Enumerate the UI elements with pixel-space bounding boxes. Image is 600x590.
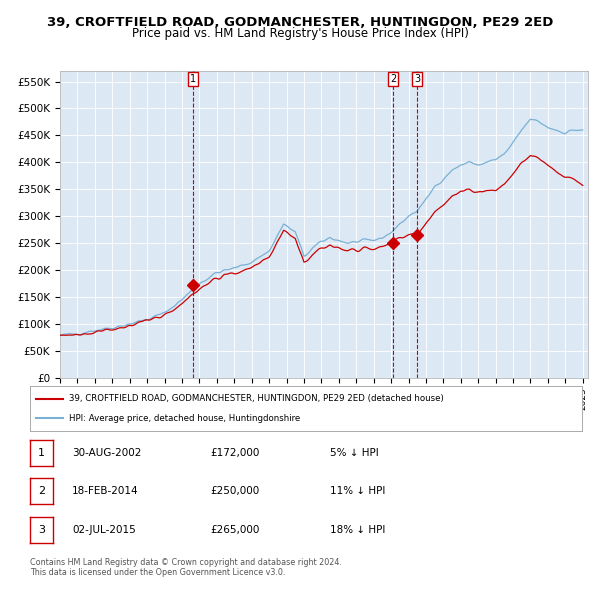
Text: HPI: Average price, detached house, Huntingdonshire: HPI: Average price, detached house, Hunt…: [68, 414, 300, 423]
Text: 39, CROFTFIELD ROAD, GODMANCHESTER, HUNTINGDON, PE29 2ED: 39, CROFTFIELD ROAD, GODMANCHESTER, HUNT…: [47, 16, 553, 29]
Text: 3: 3: [38, 525, 45, 535]
Text: 5% ↓ HPI: 5% ↓ HPI: [330, 448, 379, 458]
Text: 1: 1: [38, 448, 45, 458]
Text: 2: 2: [38, 486, 45, 496]
Text: 1: 1: [190, 74, 197, 84]
Text: £250,000: £250,000: [210, 486, 259, 496]
Text: 11% ↓ HPI: 11% ↓ HPI: [330, 486, 385, 496]
Text: 3: 3: [414, 74, 420, 84]
Text: 39, CROFTFIELD ROAD, GODMANCHESTER, HUNTINGDON, PE29 2ED (detached house): 39, CROFTFIELD ROAD, GODMANCHESTER, HUNT…: [68, 394, 443, 404]
Text: 02-JUL-2015: 02-JUL-2015: [72, 525, 136, 535]
Text: 18-FEB-2014: 18-FEB-2014: [72, 486, 139, 496]
Text: £172,000: £172,000: [210, 448, 259, 458]
Text: 30-AUG-2002: 30-AUG-2002: [72, 448, 142, 458]
Text: £265,000: £265,000: [210, 525, 259, 535]
Text: 18% ↓ HPI: 18% ↓ HPI: [330, 525, 385, 535]
Text: Contains HM Land Registry data © Crown copyright and database right 2024.
This d: Contains HM Land Registry data © Crown c…: [30, 558, 342, 577]
Text: 2: 2: [390, 74, 397, 84]
Text: Price paid vs. HM Land Registry's House Price Index (HPI): Price paid vs. HM Land Registry's House …: [131, 27, 469, 40]
